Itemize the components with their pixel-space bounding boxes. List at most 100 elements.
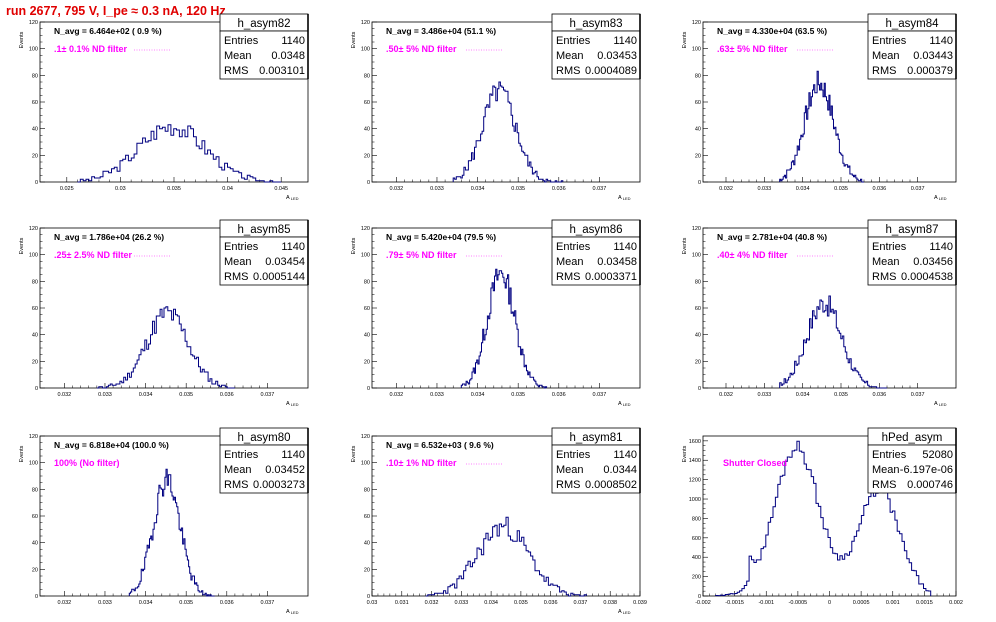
y-tick-label: 400 (692, 555, 701, 561)
y-axis-title: Events (351, 237, 357, 254)
y-tick-label: 120 (361, 434, 370, 440)
y-tick-label: 60 (364, 514, 370, 520)
stats-label-rms: RMS (556, 271, 580, 283)
x-tick-label: 0.037 (574, 600, 588, 606)
x-tick-label: 0.033 (98, 392, 112, 398)
x-tick-label: 0.035 (511, 186, 525, 192)
x-tick-label: 0.036 (220, 600, 234, 606)
y-axis-title: Events (682, 445, 688, 462)
y-axis-title: Events (351, 445, 357, 462)
x-tick-label: 0.045 (274, 186, 288, 192)
y-tick-label: 20 (695, 153, 701, 159)
x-tick-label: 0.03 (367, 600, 378, 606)
stats-value-mean: 0.03454 (265, 256, 305, 268)
stats-value-entries: 1140 (613, 35, 637, 47)
histogram-line (96, 306, 235, 389)
x-tick-label: 0.034 (139, 600, 153, 606)
stats-label-mean: Mean (224, 50, 252, 62)
histogram-line (128, 468, 215, 597)
y-tick-label: 100 (692, 47, 701, 53)
navg-label: N_avg = 6.464e+02 ( 0.9 %) (54, 26, 162, 36)
y-tick-label: 0 (35, 594, 38, 600)
stats-body-box (219, 236, 309, 286)
histogram-pad-h_asym80: 0 20 40 60 80 100 120 0.032 0.033 0.034 0.035 0.036… (19, 427, 309, 615)
y-tick-label: 40 (364, 127, 370, 133)
y-axis-title: Events (351, 31, 357, 48)
y-axis-title: Events (19, 445, 25, 462)
stats-value-mean: 0.0344 (603, 464, 637, 476)
stats-value-mean: 0.03453 (597, 50, 637, 62)
x-tick-label: 0.036 (552, 186, 566, 192)
x-tick-label: 0.039 (633, 600, 647, 606)
y-tick-label: 0 (698, 180, 701, 186)
x-tick-label: 0.036 (220, 392, 234, 398)
stats-label-rms: RMS (872, 65, 896, 77)
x-tick-label: 0.032 (389, 186, 403, 192)
x-tick-label: 0.035 (514, 600, 528, 606)
stats-title: h_asym84 (885, 18, 939, 30)
canvas-title: run 2677, 795 V, I_pe ≈ 0.3 nA, 120 Hz (6, 4, 226, 18)
y-tick-label: 60 (364, 100, 370, 106)
stats-label-entries: Entries (556, 35, 591, 47)
x-tick-label: 0.033 (757, 186, 771, 192)
x-tick-label: 0.0015 (916, 600, 933, 606)
stats-title: h_asym85 (237, 224, 290, 236)
stats-value-mean: 0.03458 (597, 256, 637, 268)
navg-label: N_avg = 4.330e+04 (63.5 %) (717, 26, 827, 36)
y-tick-label: 40 (695, 333, 701, 339)
stats-value-mean: -6.197e-06 (900, 464, 953, 476)
x-tick-label: 0.032 (719, 392, 733, 398)
stats-value-entries: 1140 (281, 241, 305, 253)
y-tick-label: 80 (32, 279, 38, 285)
x-tick-label: 0.038 (603, 600, 617, 606)
stats-box: hPed_asym Entries 52080 Mean -6.197e-06 RMS 0.… (867, 427, 957, 494)
y-tick-label: 20 (364, 359, 370, 365)
stats-body-box (551, 236, 641, 286)
y-tick-label: 100 (29, 253, 38, 259)
stats-title: h_asym83 (569, 18, 622, 30)
stats-value-rms: 0.000746 (907, 479, 953, 491)
y-tick-label: 40 (695, 127, 701, 133)
x-tick-label: 0.032 (719, 186, 733, 192)
histogram-pad-h_asym83: 0 20 40 60 80 100 120 0.032 0.033 0.034 0.035 0.036… (351, 13, 641, 201)
stats-box: h_asym86 Entries 1140 Mean 0.03458 RMS 0.00033… (551, 219, 641, 286)
y-tick-label: 20 (695, 359, 701, 365)
stats-value-rms: 0.0005144 (253, 271, 305, 283)
stats-label-rms: RMS (224, 271, 248, 283)
stats-label-entries: Entries (872, 241, 907, 253)
stats-label-entries: Entries (556, 449, 591, 461)
filter-label: .25± 2.5% ND filter (54, 250, 132, 260)
filter-label: .63± 5% ND filter (717, 44, 788, 54)
y-tick-label: 100 (361, 47, 370, 53)
y-tick-label: 100 (29, 461, 38, 467)
stats-value-rms: 0.003101 (259, 65, 305, 77)
stats-label-mean: Mean (872, 464, 900, 476)
y-tick-label: 120 (692, 226, 701, 232)
stats-label-mean: Mean (872, 50, 900, 62)
y-tick-label: 0 (367, 180, 370, 186)
stats-box: h_asym87 Entries 1140 Mean 0.03456 RMS 0.00045… (867, 219, 957, 286)
x-tick-label: 0.002 (949, 600, 963, 606)
histogram-line (460, 268, 548, 389)
filter-label: .50± 5% ND filter (386, 44, 457, 54)
stats-value-rms: 0.0004089 (585, 65, 637, 77)
x-axis-title: A LED (286, 195, 299, 201)
stats-label-mean: Mean (556, 50, 584, 62)
navg-label: N_avg = 6.818e+04 (100.0 %) (54, 440, 169, 450)
y-tick-label: 60 (32, 514, 38, 520)
y-tick-label: 40 (364, 541, 370, 547)
x-tick-label: 0.033 (757, 392, 771, 398)
stats-label-rms: RMS (224, 65, 248, 77)
stats-value-entries: 1140 (929, 35, 953, 47)
stats-value-rms: 0.0008502 (585, 479, 637, 491)
y-tick-label: 120 (361, 20, 370, 26)
x-tick-label: 0.035 (179, 600, 193, 606)
y-axis-title: Events (19, 237, 25, 254)
y-tick-label: 60 (32, 306, 38, 312)
x-tick-label: 0.037 (911, 392, 925, 398)
y-tick-label: 120 (361, 226, 370, 232)
stats-value-mean: 0.0348 (271, 50, 305, 62)
x-tick-label: -0.001 (758, 600, 774, 606)
y-axis-title: Events (19, 31, 25, 48)
